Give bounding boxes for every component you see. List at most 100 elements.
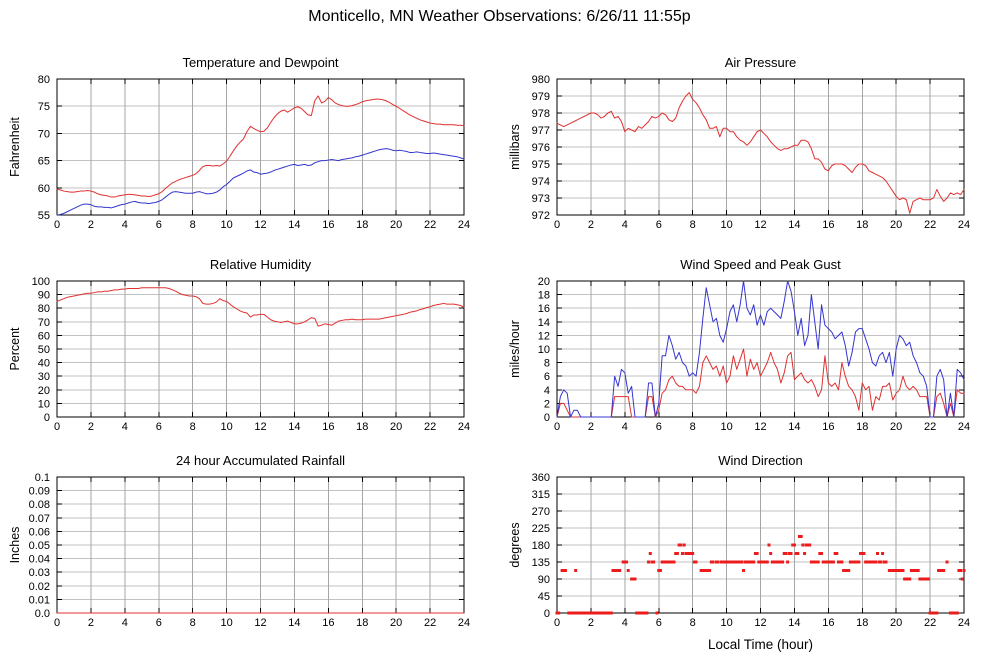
scatter-point-wind-direction xyxy=(757,560,761,564)
chart-accumulated-rainfall: 0 2 4 6 8 10 12 14 16 18 20 22 24 0.0 0.01 0.02 0.03 0.04… xyxy=(0,444,499,659)
scatter-point-wind-direction xyxy=(935,611,939,615)
scatter-point-wind-direction xyxy=(791,543,795,547)
scatter-point-wind-direction xyxy=(609,611,613,615)
x-tick-label: 12 xyxy=(754,617,766,629)
x-tick-label: 22 xyxy=(924,421,936,433)
y-tick-label: 10 xyxy=(538,344,550,356)
scatter-point-wind-direction xyxy=(640,611,644,615)
scatter-point-wind-direction xyxy=(684,552,688,555)
scatter-point-wind-direction xyxy=(731,560,735,564)
scatter-point-wind-direction xyxy=(567,611,571,615)
scatter-point-wind-direction xyxy=(711,560,715,564)
scatter-point-wind-direction xyxy=(611,569,615,572)
scatter-point-wind-direction xyxy=(594,611,598,615)
scatter-point-wind-direction xyxy=(635,611,639,615)
y-tick-label: 65 xyxy=(38,156,50,168)
scatter-point-wind-direction xyxy=(908,577,912,581)
wind-speed-gust-plot: 0 2 4 6 8 10 12 14 16 18 20 22 2402468101214161820Wi… xyxy=(508,257,970,433)
x-tick-label: 20 xyxy=(890,421,902,433)
scatter-point-wind-direction xyxy=(865,560,869,564)
scatter-point-wind-direction xyxy=(680,552,684,555)
y-tick-label: 0.03 xyxy=(29,567,50,579)
x-tick-label: 22 xyxy=(424,617,436,629)
scatter-point-wind-direction xyxy=(952,611,956,615)
scatter-point-wind-direction xyxy=(923,577,927,581)
scatter-point-wind-direction xyxy=(602,611,606,615)
chart-relative-humidity: 0 2 4 6 8 10 12 14 16 18 20 22 24 0 10 20 30 40 50 60 70 80 90… xyxy=(0,248,499,443)
y-tick-label: 225 xyxy=(532,523,550,535)
scatter-point-wind-direction xyxy=(596,611,600,615)
x-tick-label: 6 xyxy=(156,421,162,433)
chart-title: Temperature and Dewpoint xyxy=(182,55,338,70)
scatter-point-wind-direction xyxy=(636,611,640,615)
scatter-point-wind-direction xyxy=(725,560,729,564)
y-tick-label: 30 xyxy=(38,371,50,383)
accumulated-rainfall-plot: 0 2 4 6 8 10 12 14 16 18 20 22 240.00.010.020.030.04… xyxy=(8,453,470,629)
y-tick-label: 978 xyxy=(532,108,550,120)
scatter-point-wind-direction xyxy=(709,560,713,564)
scatter-point-wind-direction xyxy=(689,552,693,555)
x-tick-label: 6 xyxy=(156,219,162,231)
scatter-point-wind-direction xyxy=(847,569,851,572)
x-tick-label: 24 xyxy=(458,617,470,629)
scatter-point-wind-direction xyxy=(916,569,920,572)
scatter-point-wind-direction xyxy=(626,569,630,572)
scatter-point-wind-direction xyxy=(942,569,946,572)
scatter-point-wind-direction xyxy=(669,560,673,564)
y-tick-label: 8 xyxy=(544,358,550,370)
scatter-point-wind-direction xyxy=(740,560,744,564)
y-tick-label: 0.0 xyxy=(35,608,50,620)
scatter-point-wind-direction xyxy=(918,577,922,581)
scatter-point-wind-direction xyxy=(645,611,649,615)
x-tick-label: 24 xyxy=(958,219,970,231)
x-tick-label: 6 xyxy=(156,617,162,629)
scatter-point-wind-direction xyxy=(938,569,942,572)
y-tick-label: 972 xyxy=(532,210,550,222)
scatter-point-wind-direction xyxy=(652,560,656,564)
scatter-point-wind-direction xyxy=(911,569,915,572)
scatter-point-wind-direction xyxy=(930,611,934,615)
scatter-point-wind-direction xyxy=(792,543,796,547)
scatter-point-wind-direction xyxy=(804,543,808,547)
scatter-point-wind-direction xyxy=(604,611,608,615)
y-tick-label: 20 xyxy=(538,276,550,288)
x-tick-label: 4 xyxy=(622,617,628,629)
scatter-point-wind-direction xyxy=(670,560,674,564)
y-tick-label: 0.1 xyxy=(35,472,50,484)
y-tick-label: 270 xyxy=(532,506,550,518)
scatter-point-wind-direction xyxy=(733,560,737,564)
x-tick-label: 22 xyxy=(424,421,436,433)
y-tick-label: 90 xyxy=(538,574,550,586)
scatter-point-wind-direction xyxy=(679,543,683,547)
scatter-point-wind-direction xyxy=(808,543,812,547)
y-tick-label: 14 xyxy=(538,317,550,329)
y-tick-label: 40 xyxy=(38,358,50,370)
scatter-point-wind-direction xyxy=(809,560,813,564)
scatter-point-wind-direction xyxy=(784,552,788,555)
x-tick-label: 4 xyxy=(622,421,628,433)
y-tick-label: 0.01 xyxy=(29,594,50,606)
x-tick-label: 2 xyxy=(88,421,94,433)
x-tick-label: 18 xyxy=(356,219,368,231)
y-tick-label: 977 xyxy=(532,125,550,137)
chart-title: Air Pressure xyxy=(725,55,797,70)
x-tick-label: 8 xyxy=(190,219,196,231)
x-tick-label: 18 xyxy=(856,617,868,629)
scatter-point-wind-direction xyxy=(587,611,591,615)
scatter-point-wind-direction xyxy=(887,569,891,572)
y-tick-label: 0.05 xyxy=(29,540,50,552)
x-tick-label: 6 xyxy=(656,617,662,629)
scatter-point-wind-direction xyxy=(913,569,917,572)
scatter-point-wind-direction xyxy=(687,552,691,555)
x-tick-label: 8 xyxy=(190,617,196,629)
x-tick-label: 8 xyxy=(190,421,196,433)
scatter-point-wind-direction xyxy=(901,569,905,572)
scatter-point-wind-direction xyxy=(794,552,798,555)
scatter-point-wind-direction xyxy=(925,577,929,581)
chart-title: Relative Humidity xyxy=(210,257,312,272)
y-axis-label: degrees xyxy=(508,522,522,567)
scatter-point-wind-direction xyxy=(825,560,829,564)
y-tick-label: 10 xyxy=(38,398,50,410)
x-tick-label: 14 xyxy=(288,617,300,629)
scatter-point-wind-direction xyxy=(726,560,730,564)
